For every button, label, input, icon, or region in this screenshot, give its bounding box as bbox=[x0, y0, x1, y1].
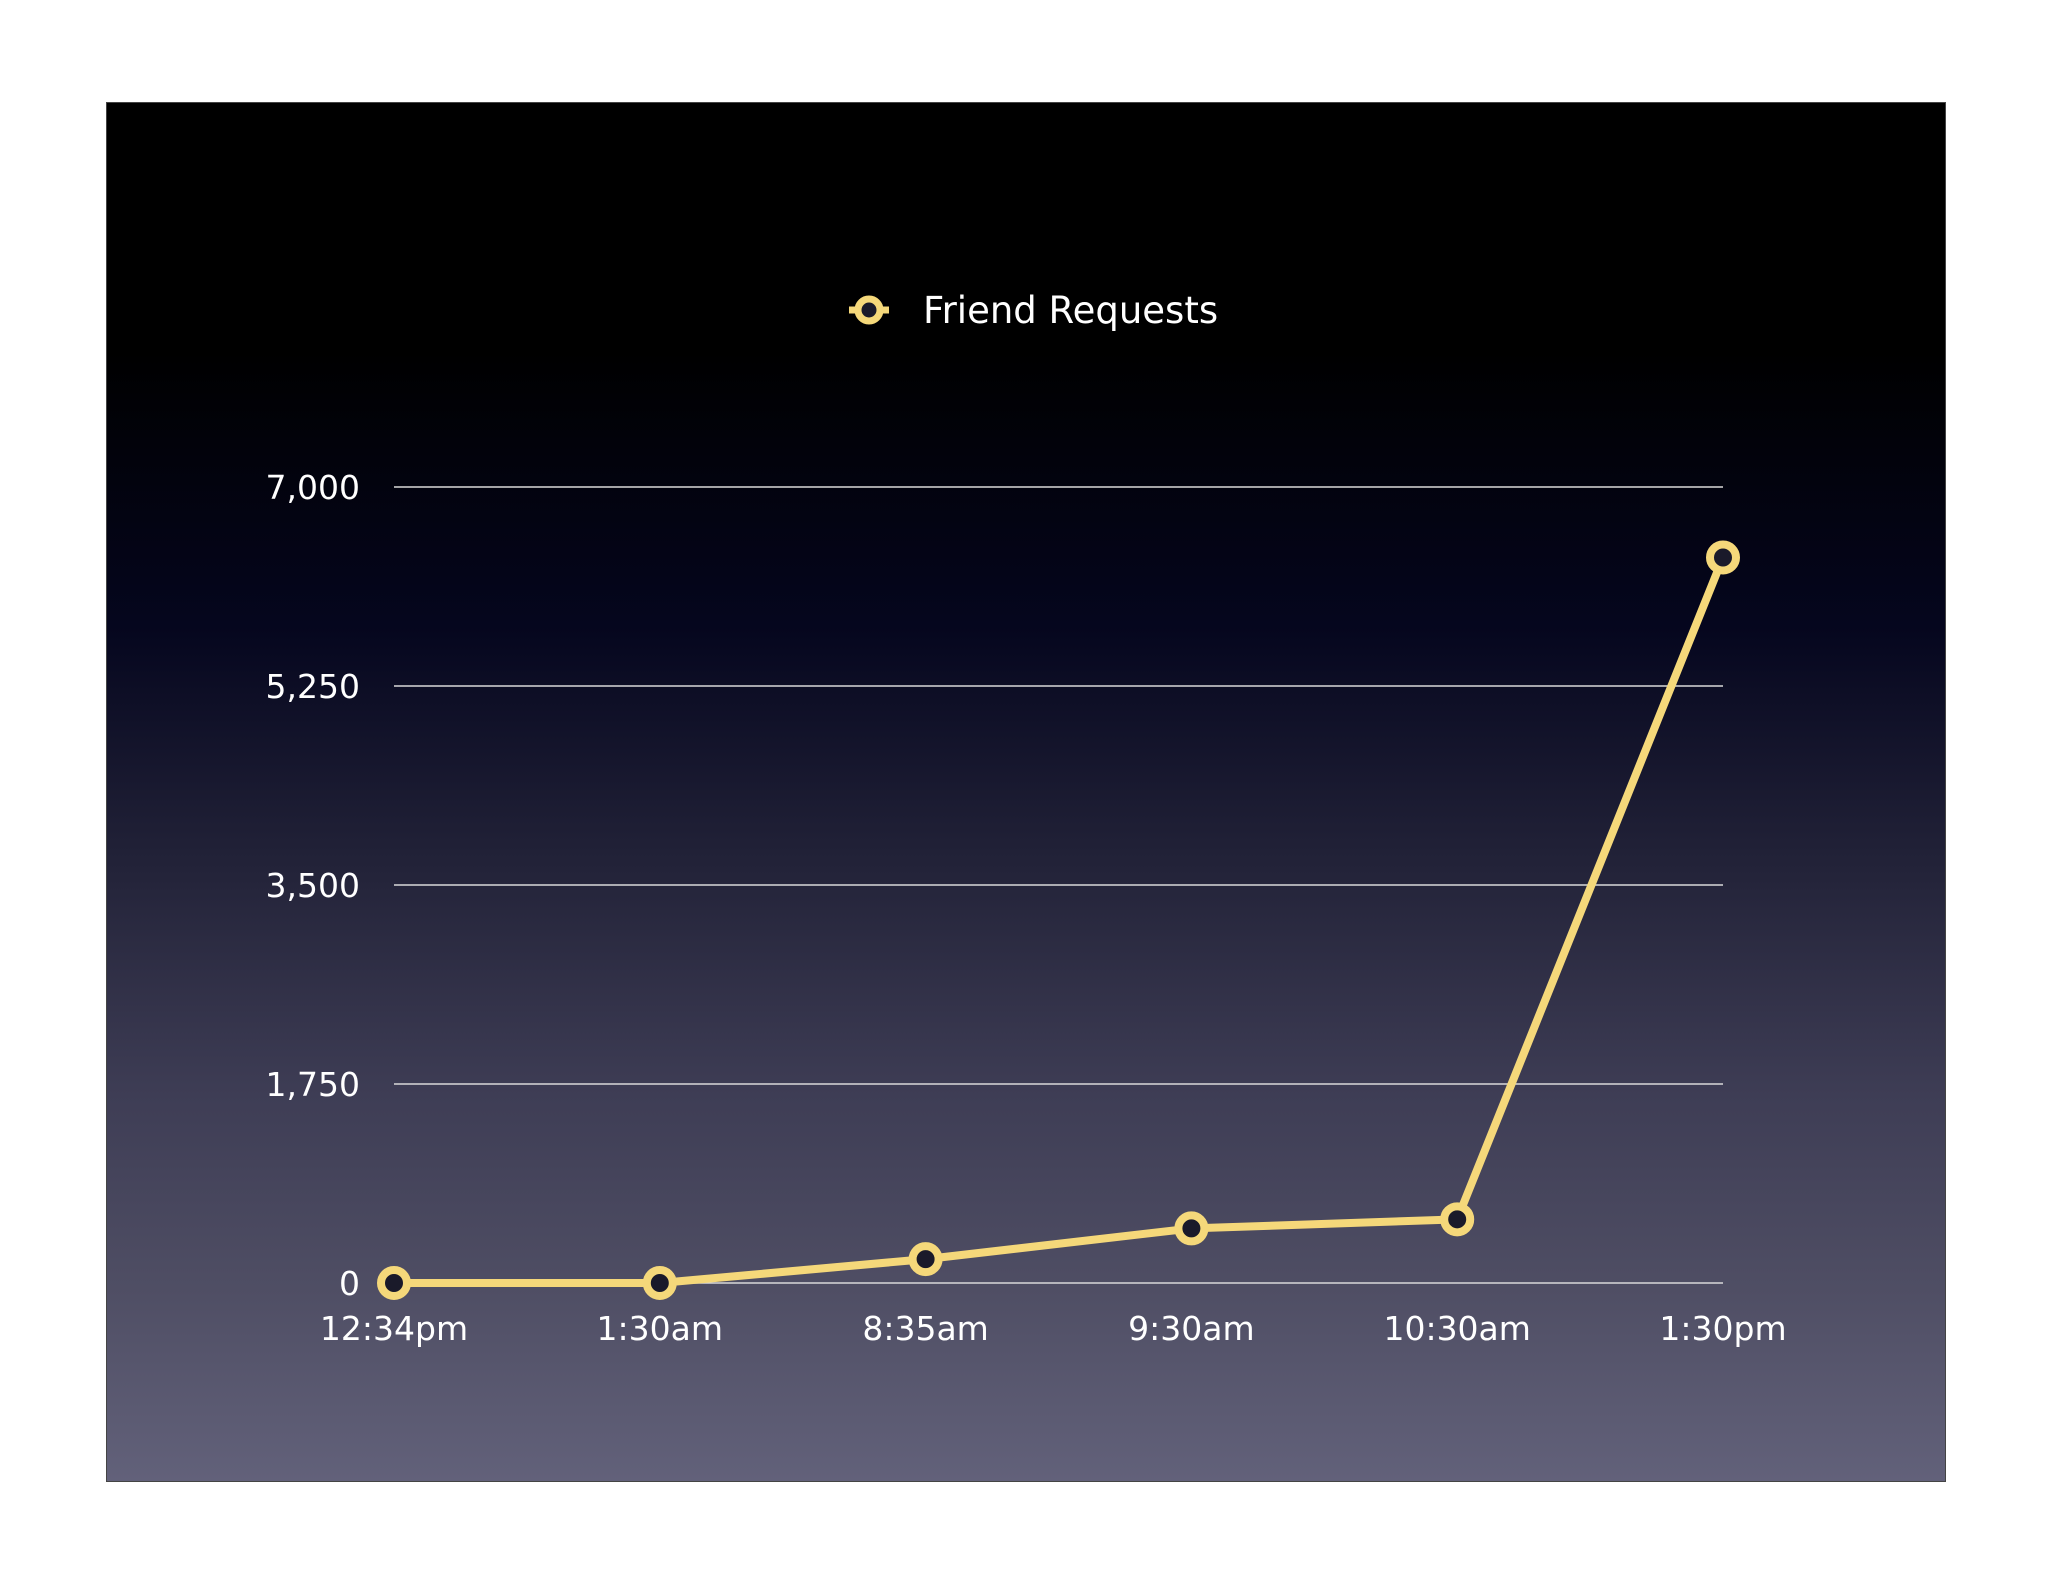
y-tick-label: 7,000 bbox=[266, 468, 360, 507]
x-tick-label: 1:30am bbox=[597, 1309, 723, 1348]
y-axis-ticks: 0 1,750 3,500 5,250 7,000 bbox=[266, 468, 360, 1303]
x-tick-label: 10:30am bbox=[1383, 1309, 1530, 1348]
data-point bbox=[1174, 1211, 1209, 1246]
data-point bbox=[908, 1242, 943, 1277]
y-tick-label: 3,500 bbox=[266, 866, 360, 905]
y-tick-label: 5,250 bbox=[266, 667, 360, 706]
series-friend-requests bbox=[377, 540, 1740, 1300]
x-tick-label: 8:35am bbox=[862, 1309, 988, 1348]
x-tick-label: 9:30am bbox=[1128, 1309, 1254, 1348]
series-line bbox=[390, 553, 1727, 1287]
legend: Friend Requests bbox=[849, 289, 1218, 332]
data-point bbox=[1706, 540, 1740, 575]
data-point bbox=[377, 1266, 411, 1300]
x-tick-label: 1:30pm bbox=[1659, 1309, 1786, 1348]
x-axis-ticks: 12:34pm 1:30am 8:35am 9:30am 10:30am 1:30pm bbox=[320, 1309, 1787, 1348]
chart-slide: Friend Requests 0 1,750 3,500 5,250 7,000 12… bbox=[106, 102, 1946, 1482]
legend-label: Friend Requests bbox=[923, 289, 1218, 332]
gridlines bbox=[394, 486, 1723, 1284]
x-tick-label: 12:34pm bbox=[320, 1309, 468, 1348]
line-chart: Friend Requests 0 1,750 3,500 5,250 7,000 12… bbox=[266, 289, 1787, 1348]
data-point bbox=[1440, 1202, 1475, 1237]
legend-marker-icon bbox=[854, 295, 884, 325]
y-tick-label: 0 bbox=[339, 1264, 360, 1303]
y-tick-label: 1,750 bbox=[266, 1065, 360, 1104]
data-point bbox=[642, 1266, 677, 1300]
